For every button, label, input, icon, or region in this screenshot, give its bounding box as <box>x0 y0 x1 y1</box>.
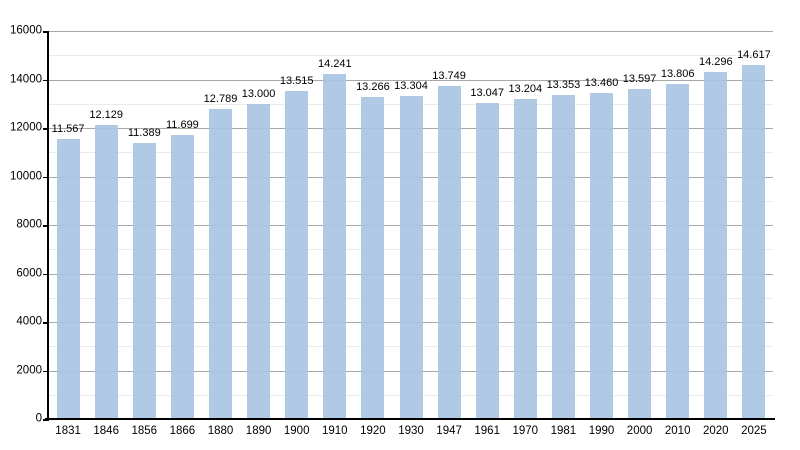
y-tick-label-12000: 12000 <box>10 121 42 134</box>
value-label-2025: 14.617 <box>737 48 771 61</box>
y-tick-mark-4000 <box>43 322 49 324</box>
y-axis-line <box>47 31 49 419</box>
x-tick-label-2025: 2025 <box>741 425 767 437</box>
bar-1920 <box>361 97 385 419</box>
major-gridline-16000 <box>49 31 773 32</box>
y-tick-label-14000: 14000 <box>10 72 42 85</box>
x-tick-label-2010: 2010 <box>664 425 691 437</box>
x-tick-label-1990: 1990 <box>588 425 615 437</box>
bar-1970 <box>513 98 537 419</box>
x-tick-label-1981: 1981 <box>550 425 577 437</box>
y-tick-mark-14000 <box>43 79 49 81</box>
y-tick-label-6000: 6000 <box>16 266 42 279</box>
value-label-1981: 13.353 <box>546 79 581 92</box>
x-tick-label-1831: 1831 <box>55 425 81 437</box>
x-tick-label-1866: 1866 <box>169 425 196 437</box>
x-tick-label-1856: 1856 <box>131 425 158 437</box>
value-label-1910: 14.241 <box>317 57 352 70</box>
value-label-2020: 14.296 <box>698 56 733 69</box>
value-label-1900: 13.515 <box>279 75 314 88</box>
value-label-2000: 13.597 <box>622 73 657 86</box>
y-tick-label-4000: 4000 <box>16 315 42 328</box>
value-label-1846: 12.129 <box>89 108 124 121</box>
bar-2020 <box>704 72 728 419</box>
y-tick-mark-16000 <box>43 31 49 33</box>
y-tick-mark-8000 <box>43 225 49 227</box>
bar-1990 <box>590 92 613 419</box>
plot-area: 11.567 12.129 11.389 11.699 12.789 13.000 13.5… <box>49 31 773 419</box>
bar-1890 <box>247 103 271 419</box>
bar-1947 <box>437 85 461 419</box>
x-tick-label-1880: 1880 <box>207 425 234 437</box>
x-tick-label-1910: 1910 <box>322 425 348 437</box>
x-tick-label-1930: 1930 <box>398 425 424 437</box>
value-label-1990: 13.460 <box>584 76 619 89</box>
bar-1856 <box>132 142 156 419</box>
x-tick-label-1846: 1846 <box>93 425 119 437</box>
y-tick-mark-10000 <box>43 176 49 178</box>
bar-1961 <box>475 102 499 419</box>
x-tick-label-2020: 2020 <box>703 425 729 437</box>
bar-1930 <box>399 96 423 419</box>
bar-1846 <box>94 124 118 419</box>
value-label-1970: 13.204 <box>508 82 543 95</box>
value-label-2010: 13.806 <box>660 68 695 81</box>
bar-1981 <box>551 95 575 419</box>
y-tick-label-16000: 16000 <box>10 24 42 37</box>
value-label-1890: 13.000 <box>241 87 276 100</box>
x-tick-label-1947: 1947 <box>436 425 462 437</box>
x-tick-label-1900: 1900 <box>283 425 310 437</box>
bar-1831 <box>56 138 80 419</box>
value-label-1880: 12.789 <box>203 92 238 105</box>
value-label-1920: 13.266 <box>356 81 390 94</box>
value-label-1947: 13.749 <box>432 69 466 82</box>
x-tick-label-2000: 2000 <box>626 425 653 437</box>
major-gridline-14000 <box>49 79 773 81</box>
value-label-1856: 11.389 <box>127 126 161 139</box>
bar-2025 <box>742 64 766 419</box>
y-tick-label-8000: 8000 <box>16 218 42 231</box>
minor-gridline-15000 <box>49 55 773 57</box>
y-tick-label-2000: 2000 <box>16 363 42 376</box>
value-label-1866: 11.699 <box>165 119 199 132</box>
bar-1910 <box>323 73 347 419</box>
y-tick-label-0: 0 <box>35 412 42 425</box>
bar-1900 <box>285 91 309 419</box>
y-tick-mark-2000 <box>43 370 49 372</box>
bar-2000 <box>628 89 652 419</box>
x-tick-label-1920: 1920 <box>360 425 386 437</box>
value-label-1831: 11.567 <box>51 122 85 135</box>
value-label-1930: 13.304 <box>394 80 428 93</box>
x-axis-line <box>45 418 775 420</box>
x-tick-label-1970: 1970 <box>512 425 539 437</box>
y-tick-label-10000: 10000 <box>10 169 42 182</box>
bar-1866 <box>170 135 194 419</box>
value-label-1961: 13.047 <box>470 86 505 99</box>
bar-2010 <box>666 84 690 419</box>
bar-1880 <box>209 108 232 419</box>
x-tick-label-1961: 1961 <box>474 425 500 437</box>
x-tick-label-1890: 1890 <box>245 425 272 437</box>
y-tick-mark-6000 <box>43 273 49 275</box>
y-tick-mark-12000 <box>43 128 49 130</box>
